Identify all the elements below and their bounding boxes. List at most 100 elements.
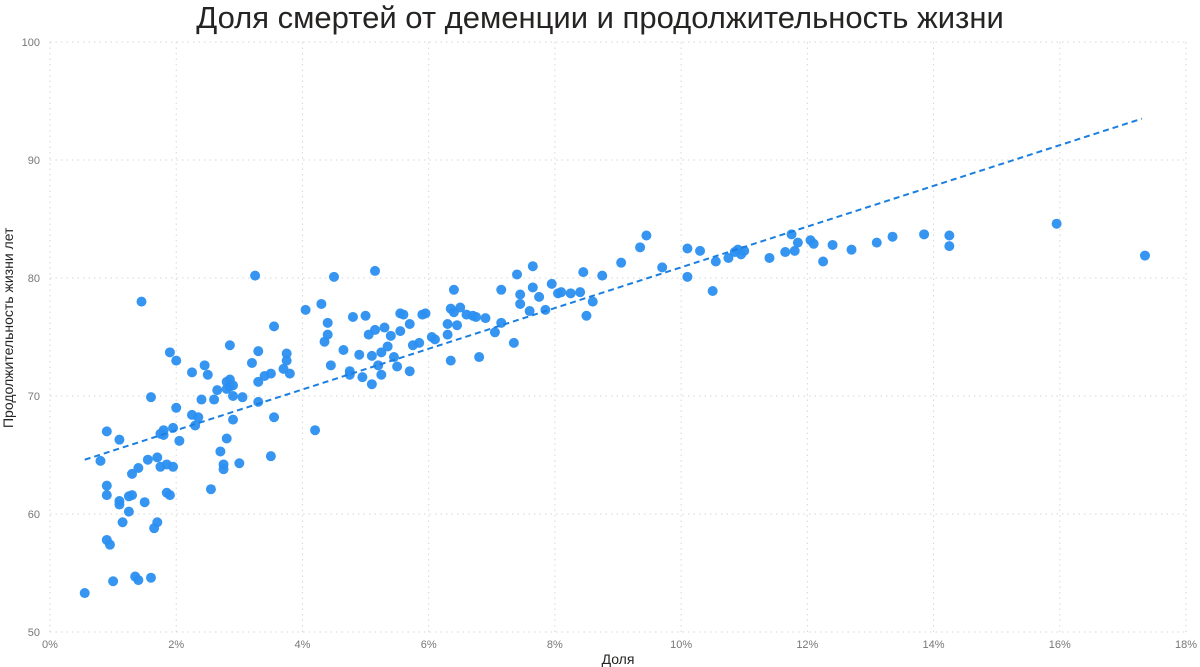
- data-point[interactable]: [133, 575, 144, 586]
- data-point[interactable]: [489, 327, 500, 338]
- data-point[interactable]: [455, 302, 466, 313]
- data-point[interactable]: [234, 458, 245, 469]
- data-point[interactable]: [136, 296, 147, 307]
- data-point[interactable]: [152, 452, 163, 463]
- data-point[interactable]: [682, 271, 693, 282]
- data-point[interactable]: [508, 337, 519, 348]
- data-point[interactable]: [792, 237, 803, 248]
- data-point[interactable]: [228, 380, 239, 391]
- data-point[interactable]: [366, 379, 377, 390]
- data-point[interactable]: [133, 462, 144, 473]
- data-point[interactable]: [515, 289, 526, 300]
- data-point[interactable]: [281, 355, 292, 366]
- data-point[interactable]: [281, 348, 292, 359]
- data-point[interactable]: [496, 284, 507, 295]
- data-point[interactable]: [827, 239, 838, 250]
- data-point[interactable]: [224, 340, 235, 351]
- data-point[interactable]: [142, 454, 153, 465]
- data-point[interactable]: [370, 265, 381, 276]
- data-point[interactable]: [253, 376, 264, 387]
- data-point[interactable]: [269, 321, 280, 332]
- data-point[interactable]: [300, 304, 311, 315]
- data-point[interactable]: [373, 360, 384, 371]
- data-point[interactable]: [202, 369, 213, 380]
- data-point[interactable]: [190, 420, 201, 431]
- data-point[interactable]: [682, 243, 693, 254]
- data-point[interactable]: [347, 311, 358, 322]
- data-point[interactable]: [474, 352, 485, 363]
- data-point[interactable]: [527, 261, 538, 272]
- data-point[interactable]: [316, 298, 327, 309]
- data-point[interactable]: [546, 278, 557, 289]
- data-point[interactable]: [887, 231, 898, 242]
- data-point[interactable]: [338, 344, 349, 355]
- data-point[interactable]: [616, 257, 627, 268]
- data-point[interactable]: [376, 369, 387, 380]
- data-point[interactable]: [657, 262, 668, 273]
- data-point[interactable]: [205, 484, 216, 495]
- data-point[interactable]: [635, 242, 646, 253]
- data-point[interactable]: [127, 468, 138, 479]
- data-point[interactable]: [515, 298, 526, 309]
- data-point[interactable]: [209, 394, 220, 405]
- data-point[interactable]: [524, 306, 535, 317]
- data-point[interactable]: [379, 322, 390, 333]
- data-point[interactable]: [578, 267, 589, 278]
- data-point[interactable]: [193, 412, 204, 423]
- data-point[interactable]: [366, 350, 377, 361]
- data-point[interactable]: [145, 392, 156, 403]
- data-point[interactable]: [199, 360, 210, 371]
- data-point[interactable]: [556, 287, 567, 298]
- data-point[interactable]: [171, 355, 182, 366]
- data-point[interactable]: [127, 490, 138, 501]
- data-point[interactable]: [322, 317, 333, 328]
- data-point[interactable]: [187, 367, 197, 378]
- data-point[interactable]: [395, 326, 406, 337]
- data-point[interactable]: [79, 588, 90, 599]
- data-point[interactable]: [265, 368, 276, 379]
- data-point[interactable]: [780, 247, 791, 258]
- data-point[interactable]: [445, 355, 456, 366]
- data-point[interactable]: [101, 480, 112, 491]
- data-point[interactable]: [846, 244, 857, 255]
- data-point[interactable]: [218, 464, 229, 475]
- data-point[interactable]: [789, 245, 800, 256]
- data-point[interactable]: [429, 334, 440, 345]
- data-point[interactable]: [818, 256, 829, 267]
- data-point[interactable]: [581, 310, 592, 321]
- data-point[interactable]: [471, 311, 481, 322]
- data-point[interactable]: [344, 369, 355, 380]
- data-point[interactable]: [448, 284, 459, 295]
- data-point[interactable]: [152, 517, 163, 528]
- data-point[interactable]: [123, 506, 134, 517]
- data-point[interactable]: [420, 308, 431, 319]
- data-point[interactable]: [117, 517, 128, 528]
- data-point[interactable]: [414, 337, 425, 348]
- data-point[interactable]: [221, 433, 232, 444]
- data-point[interactable]: [392, 361, 403, 372]
- data-point[interactable]: [196, 394, 207, 405]
- data-point[interactable]: [764, 252, 775, 263]
- data-point[interactable]: [442, 319, 453, 330]
- data-point[interactable]: [269, 412, 280, 423]
- data-point[interactable]: [228, 391, 239, 401]
- data-point[interactable]: [215, 446, 226, 457]
- data-point[interactable]: [246, 357, 257, 368]
- data-point[interactable]: [237, 392, 248, 403]
- data-point[interactable]: [565, 288, 576, 299]
- data-point[interactable]: [228, 414, 239, 425]
- data-point[interactable]: [253, 346, 264, 357]
- data-point[interactable]: [354, 349, 365, 360]
- data-point[interactable]: [164, 490, 175, 501]
- data-point[interactable]: [104, 539, 115, 550]
- data-point[interactable]: [174, 435, 185, 446]
- data-point[interactable]: [108, 576, 119, 587]
- data-point[interactable]: [171, 402, 182, 413]
- data-point[interactable]: [385, 330, 396, 341]
- data-point[interactable]: [404, 319, 415, 330]
- data-point[interactable]: [284, 368, 295, 379]
- data-point[interactable]: [388, 352, 399, 363]
- data-point[interactable]: [575, 287, 586, 298]
- data-point[interactable]: [114, 434, 125, 445]
- data-point[interactable]: [808, 238, 819, 249]
